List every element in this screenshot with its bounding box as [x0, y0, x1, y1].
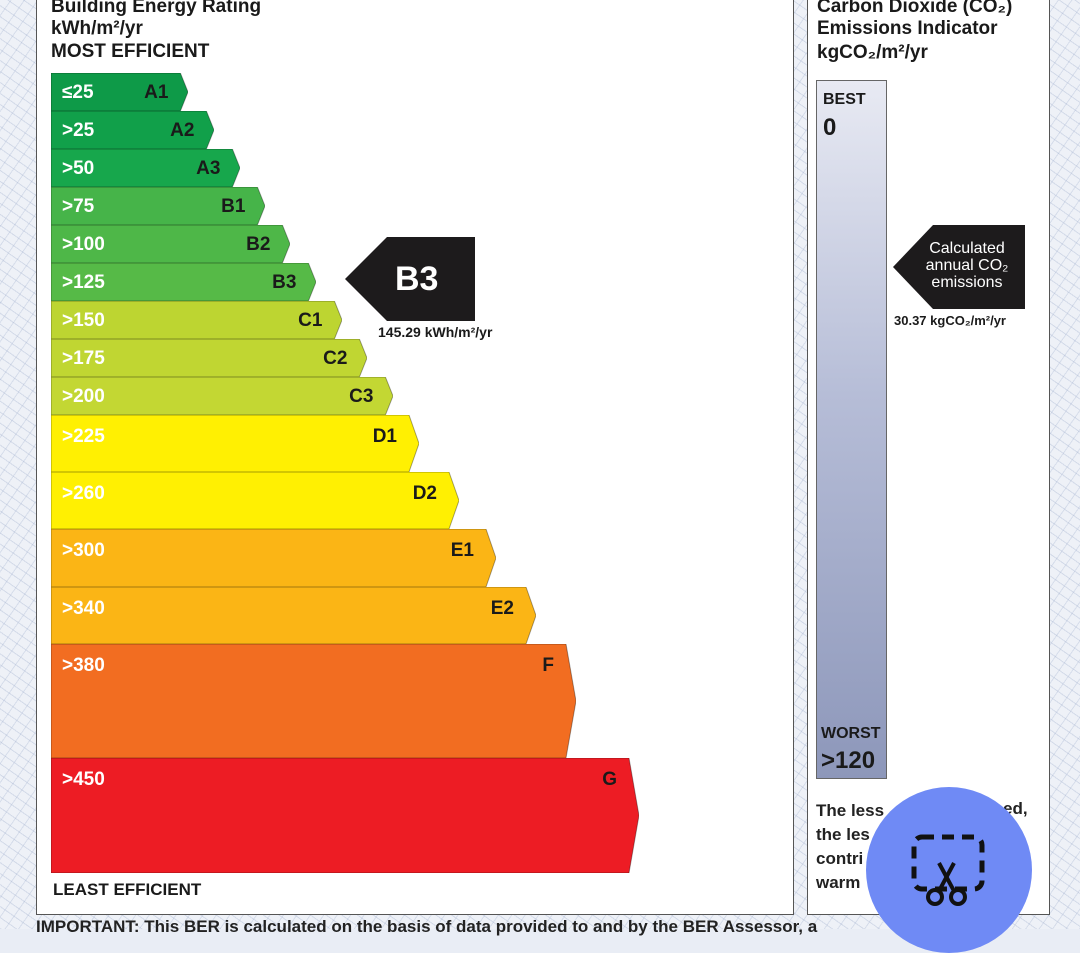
band-range: >175 — [62, 348, 105, 369]
best-value: 0 — [823, 114, 837, 141]
co2-pointer — [893, 225, 1025, 309]
band-shape — [51, 529, 496, 587]
band-class: C2 — [323, 348, 348, 369]
band-shape — [51, 263, 316, 301]
band-range: ≤25 — [62, 82, 94, 103]
band-shape — [51, 758, 639, 873]
rating-arrow — [345, 237, 475, 321]
ber-title: Building Energy Rating — [51, 0, 262, 17]
band-class: B1 — [221, 196, 246, 217]
footnote-line2: the les — [816, 825, 870, 844]
band-class: A2 — [170, 120, 195, 141]
band-range: >450 — [62, 769, 105, 790]
band-class: F — [542, 655, 554, 676]
energy-band-a1: ≤25 A1 — [51, 73, 188, 111]
band-range: >225 — [62, 426, 105, 447]
energy-band-a3: >50 A3 — [51, 149, 240, 187]
pointer-line3: emissions — [931, 274, 1003, 291]
energy-band-c3: >200 C3 — [51, 377, 393, 415]
band-shape — [51, 73, 188, 111]
energy-band-c1: >150 C1 — [51, 301, 342, 339]
energy-band-d2: >260 D2 — [51, 472, 459, 529]
band-shape — [51, 187, 265, 225]
footnote-line3: contri — [816, 849, 864, 868]
band-shape — [51, 111, 214, 149]
band-shape — [51, 149, 240, 187]
co2-pointer-text: Calculated annual CO₂ emissions — [908, 240, 1026, 291]
band-range: >125 — [62, 272, 105, 293]
ber-unit: kWh/m²/yr — [51, 18, 143, 39]
band-shape — [51, 301, 342, 339]
co2-title-line1: Carbon Dioxide (CO₂) — [817, 0, 1013, 17]
band-class: A1 — [144, 82, 169, 103]
band-range: >260 — [62, 483, 105, 504]
band-range: >50 — [62, 158, 95, 179]
screenshot-crop-button[interactable] — [866, 787, 1032, 953]
band-shape — [51, 415, 419, 472]
band-range: >100 — [62, 234, 105, 255]
band-class: G — [602, 769, 617, 790]
energy-band-b1: >75 B1 — [51, 187, 265, 225]
band-shape — [51, 377, 393, 415]
important-note: IMPORTANT: This BER is calculated on the… — [36, 917, 818, 936]
band-range: >150 — [62, 310, 105, 331]
footnote-line1: The less — [816, 801, 885, 820]
energy-band-b2: >100 B2 — [51, 225, 290, 263]
band-class: B2 — [246, 234, 271, 255]
energy-band-f: >380 F — [51, 644, 576, 758]
band-class: B3 — [272, 272, 297, 293]
band-class: D1 — [372, 426, 397, 447]
band-class: C1 — [298, 310, 323, 331]
energy-band-a2: >25 A2 — [51, 111, 214, 149]
co2-scale-bar — [816, 80, 887, 779]
band-shape — [51, 587, 536, 644]
band-shape — [51, 472, 459, 529]
band-range: >75 — [62, 196, 95, 217]
energy-band-e2: >340 E2 — [51, 587, 536, 644]
energy-band-d1: >225 D1 — [51, 415, 419, 472]
band-shape — [51, 225, 290, 263]
band-class: D2 — [412, 483, 437, 504]
most-efficient-label: MOST EFFICIENT — [51, 41, 210, 62]
co2-value: 30.37 kgCO₂/m²/yr — [894, 313, 1006, 328]
worst-value: >120 — [821, 747, 876, 774]
band-range: >200 — [62, 386, 105, 407]
pointer-line1: Calculated — [929, 240, 1005, 257]
energy-band-e1: >300 E1 — [51, 529, 496, 587]
band-class: E2 — [490, 598, 514, 619]
band-range: >25 — [62, 120, 95, 141]
band-class: C3 — [349, 386, 374, 407]
scissors-crop-icon — [911, 834, 985, 906]
rating-label: B3 — [395, 260, 439, 298]
energy-band-c2: >175 C2 — [51, 339, 367, 377]
energy-band-b3: >125 B3 — [51, 263, 316, 301]
footnote-line4: warm — [816, 873, 861, 892]
band-range: >340 — [62, 598, 105, 619]
band-range: >300 — [62, 540, 105, 561]
least-efficient-label: LEAST EFFICIENT — [53, 880, 202, 899]
band-shape — [51, 339, 367, 377]
pointer-line2: annual CO₂ — [925, 257, 1009, 274]
co2-title-line2: Emissions Indicator — [817, 18, 998, 39]
band-shape — [51, 644, 576, 758]
band-class: E1 — [450, 540, 474, 561]
rating-value: 145.29 kWh/m²/yr — [378, 324, 493, 340]
band-range: >380 — [62, 655, 105, 676]
co2-unit: kgCO₂/m²/yr — [817, 42, 928, 63]
co2-footnote: The less the les contri warm — [816, 799, 884, 895]
best-label: BEST — [823, 91, 866, 108]
energy-band-g: >450 G — [51, 758, 639, 873]
worst-label: WORST — [821, 725, 881, 742]
band-class: A3 — [196, 158, 221, 179]
